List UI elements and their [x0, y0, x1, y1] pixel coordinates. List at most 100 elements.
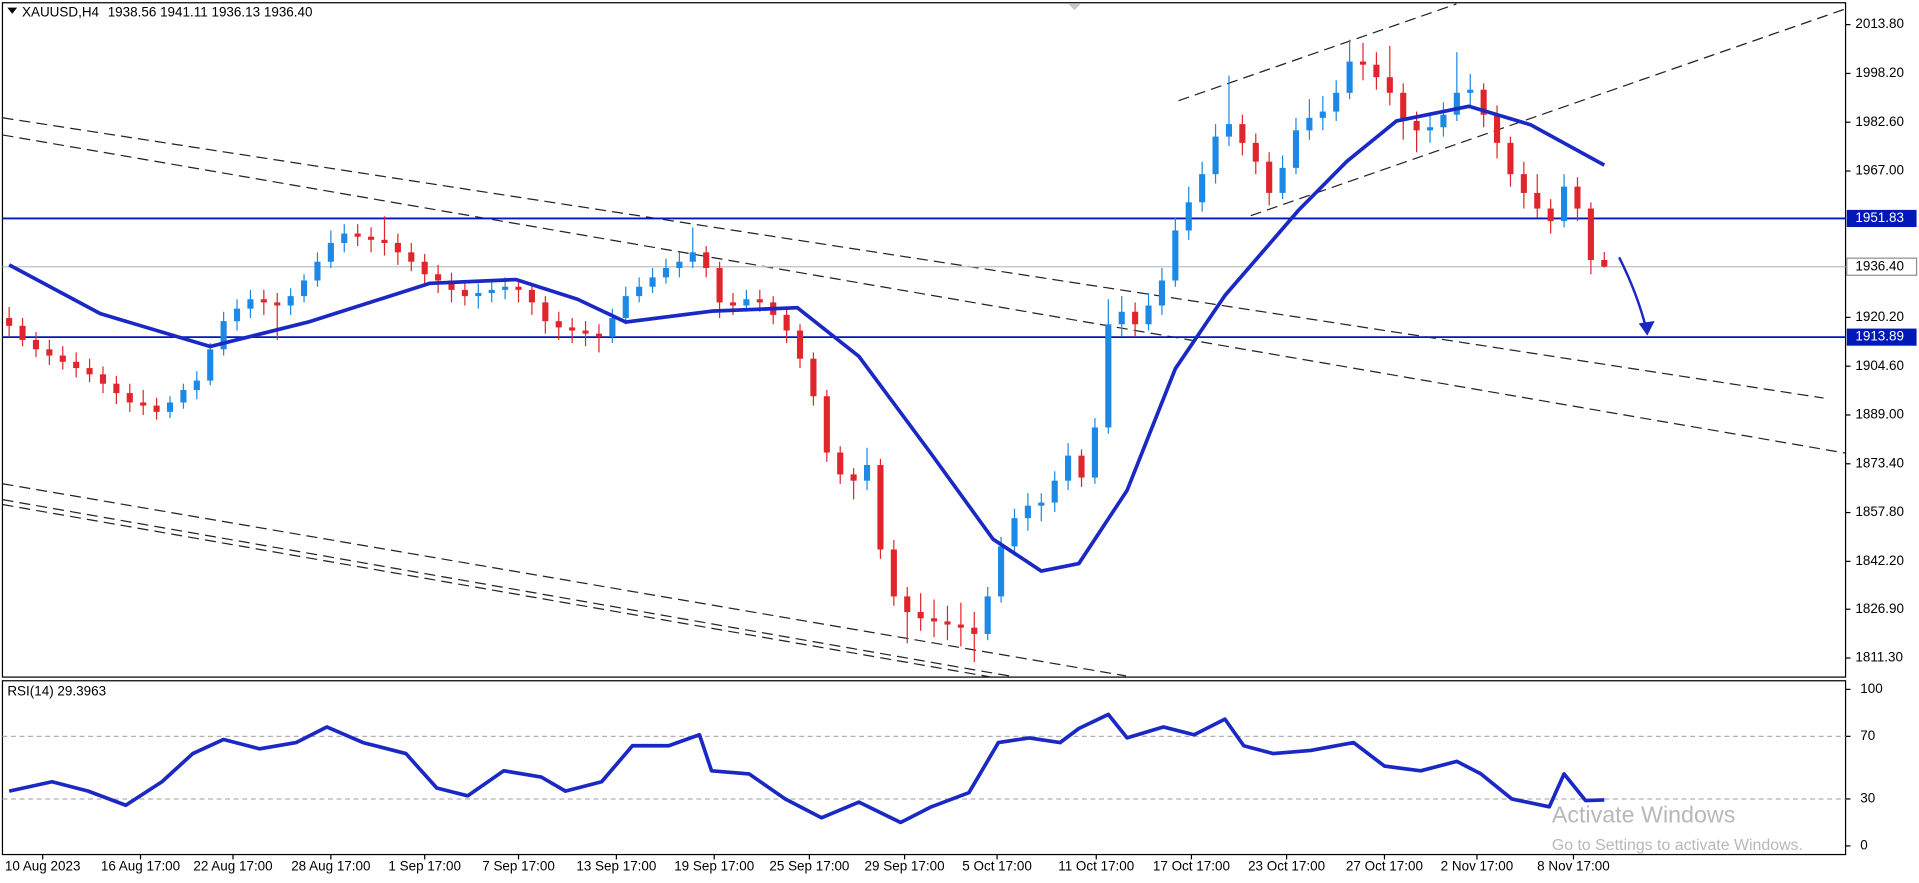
- candle-body: [1373, 64, 1380, 78]
- y-tick-label: 1857.80: [1855, 504, 1904, 519]
- candle-body: [716, 267, 723, 303]
- last-price-box: [1846, 257, 1918, 276]
- candle-body: [649, 277, 656, 287]
- y-tick-label: 1967.00: [1855, 163, 1904, 178]
- candle-body: [220, 321, 227, 350]
- candle-body: [1145, 305, 1152, 325]
- candle-body: [1118, 311, 1125, 325]
- x-tick-label: 1 Sep 17:00: [388, 858, 461, 873]
- candle-body: [1306, 117, 1313, 131]
- x-tick-label: 11 Oct 17:00: [1058, 858, 1134, 873]
- symbol: XAUUSD,H4: [22, 4, 100, 19]
- candle-body: [877, 465, 884, 550]
- candle-body: [783, 314, 790, 331]
- candle-body: [569, 327, 576, 331]
- candle-body: [1024, 505, 1031, 519]
- candle-body: [1185, 202, 1192, 231]
- y-tick-label: 100: [1860, 681, 1882, 696]
- candle-body: [1199, 174, 1206, 203]
- candle-body: [1601, 259, 1608, 267]
- low-value: 1936.13: [211, 4, 260, 19]
- candle-body: [1507, 142, 1514, 175]
- candle-body: [1561, 186, 1568, 222]
- candle-body: [1480, 89, 1487, 115]
- level-label: 1951.83: [1855, 210, 1904, 225]
- candle-body: [1587, 208, 1594, 260]
- candle-body: [917, 612, 924, 619]
- candle-body: [1467, 89, 1474, 93]
- candle-body: [528, 289, 535, 303]
- candle-body: [341, 233, 348, 243]
- candle-body: [1051, 480, 1058, 503]
- y-tick-label: 1873.40: [1855, 455, 1904, 470]
- candle-body: [1279, 167, 1286, 193]
- candle-body: [1038, 502, 1045, 506]
- candle-body: [1400, 92, 1407, 121]
- candle-body: [1493, 114, 1501, 143]
- y-tick-label: 70: [1860, 728, 1875, 743]
- rsi-line: [8, 712, 1605, 825]
- candle-body: [1440, 114, 1447, 128]
- x-tick-label: 16 Aug 17:00: [101, 858, 180, 873]
- candle-body: [1132, 311, 1139, 325]
- y-tick-label: 1826.90: [1855, 601, 1904, 616]
- candle-body: [448, 280, 455, 290]
- candle-body: [984, 596, 991, 634]
- candle-body: [435, 274, 442, 281]
- rsi-title: RSI(14) 29.3963: [7, 683, 106, 698]
- y-tick-label: 0: [1860, 838, 1867, 853]
- candle-body: [676, 261, 683, 268]
- x-tick-label: 8 Nov 17:00: [1537, 858, 1610, 873]
- candle-body: [810, 358, 817, 397]
- arrow-head: [1638, 320, 1655, 336]
- trend-lines: [2, 3, 1846, 678]
- price-panel-frame: [1, 2, 1847, 678]
- candle-body: [502, 286, 509, 290]
- candle-body: [1212, 136, 1219, 175]
- rsi-panel-frame: [1, 680, 1847, 856]
- candle-body: [274, 302, 281, 306]
- candle-body: [931, 618, 938, 622]
- candle-body: [1333, 92, 1340, 112]
- candle-body: [1091, 427, 1098, 478]
- shift-marker: [1068, 3, 1081, 11]
- candle-body: [1574, 186, 1581, 209]
- candle-body: [971, 627, 978, 634]
- x-tick-label: 23 Oct 17:00: [1248, 858, 1325, 873]
- candle-body: [689, 252, 696, 262]
- candle-body: [233, 308, 241, 322]
- candle-body: [488, 289, 495, 294]
- candle-body: [113, 383, 120, 394]
- candle-body: [300, 280, 308, 297]
- candle-body: [998, 546, 1005, 597]
- candle-body: [622, 296, 629, 319]
- candle-body: [73, 361, 80, 369]
- high-value: 1941.11: [160, 4, 208, 19]
- y-tick-label: 30: [1860, 791, 1875, 806]
- candle-body: [354, 233, 361, 237]
- candle-body: [957, 624, 964, 628]
- candle-body: [327, 242, 334, 262]
- x-tick-label: 29 Sep 17:00: [865, 858, 945, 873]
- x-tick-label: 2 Nov 17:00: [1441, 858, 1514, 873]
- candle-body: [19, 325, 26, 340]
- trend-line: [2, 117, 1824, 399]
- candle-body: [796, 330, 804, 359]
- candle-body: [595, 333, 603, 337]
- candle-body: [1252, 142, 1259, 162]
- candles: [6, 39, 1608, 663]
- x-tick-label: 28 Aug 17:00: [291, 858, 370, 873]
- candle-body: [837, 452, 844, 475]
- candle-body: [756, 299, 763, 303]
- y-tick-label: 2013.80: [1855, 16, 1904, 31]
- trend-line: [2, 134, 1846, 454]
- level-label: 1913.89: [1855, 329, 1904, 344]
- candle-body: [32, 339, 40, 350]
- candle-body: [1426, 127, 1434, 131]
- candle-body: [475, 293, 482, 297]
- candle-body: [609, 318, 616, 337]
- candle-body: [314, 261, 321, 281]
- candle-body: [394, 242, 401, 253]
- candle-body: [890, 549, 897, 597]
- candle-body: [99, 374, 107, 384]
